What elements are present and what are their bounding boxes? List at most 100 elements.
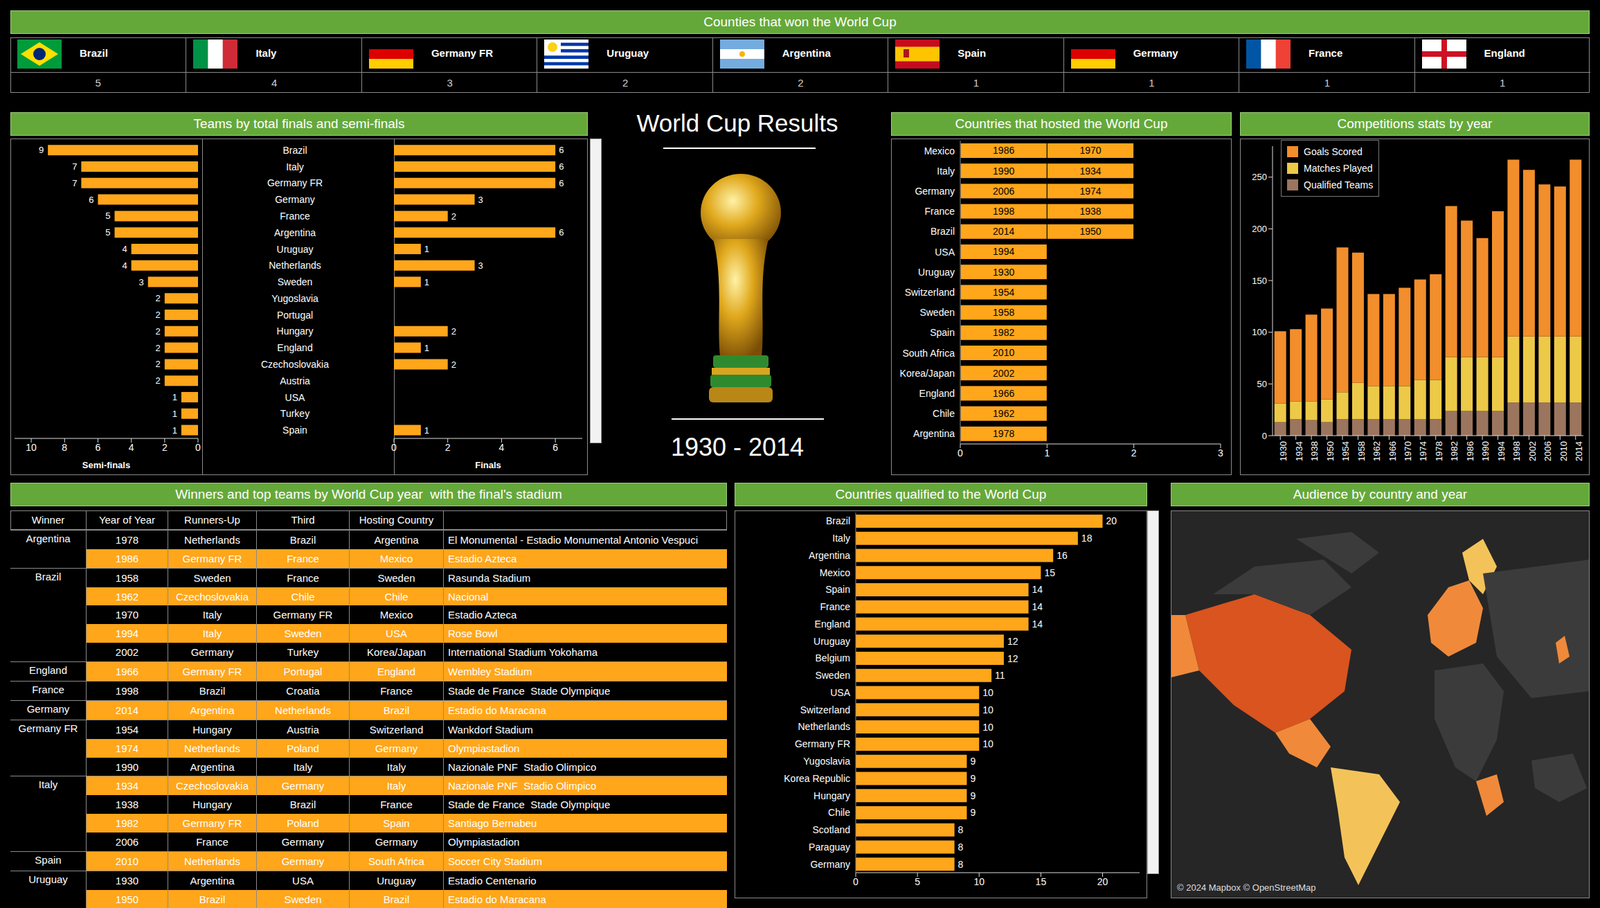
svg-text:8: 8	[958, 858, 964, 870]
svg-text:USA: USA	[285, 391, 306, 403]
svg-text:2014: 2014	[1573, 441, 1585, 462]
svg-text:2: 2	[155, 358, 161, 370]
svg-text:4: 4	[121, 243, 127, 255]
svg-text:Germany: Germany	[914, 185, 955, 197]
svg-text:2: 2	[445, 441, 451, 453]
svg-text:Austria: Austria	[279, 375, 311, 387]
svg-text:100: 100	[1251, 326, 1267, 338]
svg-text:20: 20	[1106, 515, 1118, 527]
svg-text:6: 6	[558, 161, 564, 172]
svg-text:15: 15	[1035, 875, 1047, 887]
svg-text:8: 8	[61, 441, 68, 453]
svg-text:7: 7	[72, 161, 77, 172]
svg-text:1994: 1994	[992, 245, 1015, 257]
svg-text:10: 10	[982, 704, 994, 716]
svg-text:1998: 1998	[992, 205, 1015, 217]
svg-text:1970: 1970	[1079, 144, 1101, 156]
svg-text:1: 1	[424, 243, 430, 255]
svg-text:14: 14	[1032, 600, 1044, 613]
svg-text:Yugoslavia: Yugoslavia	[803, 755, 851, 767]
svg-text:10: 10	[973, 875, 985, 887]
svg-text:Belgium: Belgium	[814, 652, 851, 664]
svg-text:8: 8	[958, 823, 964, 835]
svg-text:1934: 1934	[1293, 441, 1305, 462]
svg-text:2010: 2010	[1558, 441, 1569, 462]
svg-text:Italy: Italy	[832, 532, 851, 544]
svg-text:1958: 1958	[1356, 441, 1367, 462]
svg-text:9: 9	[969, 755, 976, 767]
svg-text:10: 10	[25, 441, 37, 453]
svg-text:1938: 1938	[1309, 441, 1320, 462]
svg-text:8: 8	[958, 841, 964, 853]
svg-text:1: 1	[424, 342, 430, 354]
svg-text:200: 200	[1251, 223, 1267, 235]
svg-text:2: 2	[155, 375, 161, 386]
svg-text:5: 5	[105, 227, 111, 238]
svg-text:Argentina: Argentina	[808, 549, 851, 561]
svg-text:1938: 1938	[1079, 205, 1101, 217]
svg-text:1: 1	[1044, 447, 1050, 459]
svg-text:1986: 1986	[1464, 441, 1476, 462]
svg-text:4: 4	[121, 260, 127, 271]
svg-text:1986: 1986	[992, 144, 1015, 156]
svg-text:1934: 1934	[1079, 165, 1101, 177]
svg-text:7: 7	[72, 177, 77, 189]
svg-text:6: 6	[95, 441, 102, 453]
svg-text:150: 150	[1251, 275, 1267, 286]
svg-text:Uruguay: Uruguay	[918, 266, 955, 278]
svg-text:3: 3	[1217, 447, 1224, 459]
svg-text:3: 3	[478, 260, 484, 271]
svg-text:3: 3	[478, 194, 484, 205]
svg-text:1: 1	[172, 408, 178, 419]
svg-text:2006: 2006	[992, 185, 1015, 197]
svg-text:6: 6	[558, 227, 564, 238]
svg-text:0: 0	[1262, 430, 1267, 442]
svg-text:Switzerland: Switzerland	[800, 704, 851, 716]
svg-text:Argentina: Argentina	[913, 427, 955, 439]
svg-text:Yugoslavia: Yugoslavia	[271, 292, 319, 304]
svg-text:1982: 1982	[1449, 441, 1460, 462]
svg-text:2002: 2002	[992, 367, 1015, 379]
svg-text:2014: 2014	[992, 225, 1015, 237]
svg-text:14: 14	[1032, 583, 1044, 595]
svg-text:10: 10	[982, 721, 994, 733]
svg-text:250: 250	[1251, 171, 1267, 183]
svg-text:0: 0	[957, 447, 964, 459]
svg-text:Spain: Spain	[282, 424, 308, 436]
svg-text:4: 4	[499, 441, 505, 453]
svg-text:1970: 1970	[1402, 441, 1414, 462]
svg-text:France: France	[924, 205, 955, 217]
svg-text:11: 11	[994, 669, 1006, 681]
svg-text:Finals: Finals	[474, 459, 502, 471]
svg-text:6: 6	[552, 441, 559, 453]
svg-text:1966: 1966	[992, 387, 1015, 399]
svg-text:5: 5	[105, 210, 111, 221]
svg-text:6: 6	[558, 177, 564, 189]
svg-text:Germany: Germany	[274, 193, 316, 205]
svg-text:9: 9	[969, 772, 976, 784]
svg-text:Semi-finals: Semi-finals	[82, 459, 131, 471]
svg-text:50: 50	[1257, 378, 1267, 390]
svg-text:Brazil: Brazil	[825, 515, 851, 527]
svg-text:0: 0	[391, 441, 397, 453]
svg-text:0: 0	[195, 441, 201, 453]
svg-text:2006: 2006	[1542, 441, 1553, 462]
svg-text:15: 15	[1044, 567, 1056, 579]
svg-text:France: France	[279, 210, 311, 222]
svg-text:2: 2	[162, 441, 168, 453]
svg-text:Italy: Italy	[936, 165, 955, 177]
svg-text:18: 18	[1081, 532, 1093, 544]
svg-text:USA: USA	[830, 686, 851, 698]
svg-text:1950: 1950	[1079, 225, 1101, 237]
svg-text:Paraguay: Paraguay	[808, 841, 851, 853]
svg-text:Spain: Spain	[825, 583, 851, 595]
svg-text:Chile: Chile	[932, 407, 955, 419]
svg-text:14: 14	[1032, 618, 1044, 630]
svg-text:2: 2	[451, 326, 457, 337]
svg-text:1930: 1930	[992, 266, 1015, 278]
svg-text:1966: 1966	[1387, 441, 1398, 462]
svg-text:2: 2	[451, 359, 457, 370]
svg-text:1: 1	[424, 276, 430, 288]
svg-text:Uruguay: Uruguay	[813, 635, 851, 647]
svg-text:9: 9	[969, 806, 976, 818]
